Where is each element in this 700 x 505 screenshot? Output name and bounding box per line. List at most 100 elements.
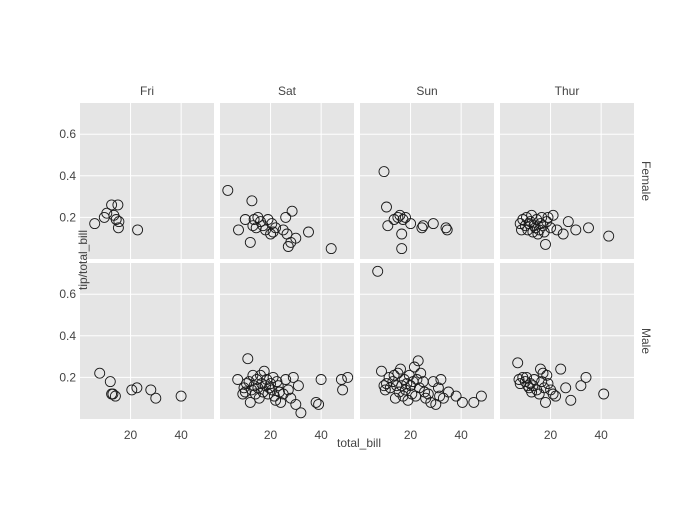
facet-label-sat: Sat [278,84,297,98]
data-point [113,216,125,228]
data-point [104,376,116,388]
panel-background [360,263,494,419]
x-tick-label: 20 [404,428,418,442]
panel-background [360,103,494,259]
data-point [258,365,270,377]
data-point [381,201,392,213]
x-tick-label: 20 [544,428,558,442]
data-point [583,222,594,234]
data-point [382,220,394,232]
data-point [233,224,244,236]
data-point [387,376,399,388]
y-tick-label: 0.4 [59,169,76,183]
data-point [106,199,118,211]
data-point [598,388,610,400]
data-point [526,386,538,398]
data-point [379,384,391,396]
data-point [538,382,550,394]
data-point [342,371,354,383]
y-tick-label: 0.6 [59,287,76,301]
data-point [237,388,249,400]
data-point [524,378,536,390]
data-point [383,371,395,383]
x-tick-label: 20 [264,428,278,442]
data-point [555,363,567,375]
data-point [101,207,113,219]
data-point [112,222,124,234]
data-point [257,386,269,398]
data-point [244,236,256,248]
x-tick-label: 40 [454,428,468,442]
data-point [265,378,277,390]
panel-male-sun [360,263,494,419]
data-point [275,396,287,408]
data-point [531,214,543,225]
data-point [222,184,234,196]
data-point [372,265,384,277]
data-point [393,386,405,398]
data-point [533,224,545,236]
data-point [290,398,302,410]
panel-male-thur [500,263,634,419]
data-point [313,398,325,410]
data-point [335,374,347,385]
data-point [295,407,307,419]
data-point [280,374,292,385]
data-point [261,374,273,385]
data-point [603,230,615,242]
y-tick-label: 0.4 [59,329,76,343]
data-point [468,396,480,408]
panel-background [220,263,354,419]
data-point [131,382,143,394]
data-point [392,211,404,223]
data-point [263,382,275,394]
panel-male-sat [220,263,354,419]
data-point [565,394,577,406]
y-tick-label: 0.2 [59,370,76,384]
data-point [271,376,283,388]
data-point [542,378,554,390]
data-point [538,226,550,238]
y-tick-label: 0.6 [59,127,76,141]
panel-male-fri [80,263,214,419]
data-point [266,218,278,230]
data-point [266,384,278,396]
data-point [540,396,551,408]
data-point [282,384,294,396]
data-point [522,224,534,236]
data-point [267,371,279,383]
data-point [527,380,539,392]
data-point [310,396,322,408]
data-point [255,369,266,381]
data-point [381,378,392,390]
facet-label-female: Female [639,161,653,201]
data-point [540,238,551,250]
data-point [528,374,540,385]
data-point [522,380,534,392]
data-point [405,218,417,230]
data-point [391,380,403,392]
data-point [557,228,569,240]
panel-background [220,103,354,259]
data-point [551,224,563,236]
data-point [315,374,327,385]
data-point [290,232,302,244]
data-point [286,205,298,217]
data-point [550,390,562,402]
data-point [262,214,274,225]
panel-female-fri [80,103,214,259]
data-point [112,199,124,211]
data-point [107,388,119,400]
data-point [575,380,587,392]
data-point [422,388,434,400]
facet-label-thur: Thur [555,84,580,98]
data-point [253,392,265,404]
data-point [521,371,532,383]
panel-background [500,263,634,419]
data-point [450,390,462,402]
data-point [303,226,314,238]
data-point [280,211,292,223]
data-point [541,369,553,381]
data-point [408,361,420,373]
data-point [547,209,559,221]
